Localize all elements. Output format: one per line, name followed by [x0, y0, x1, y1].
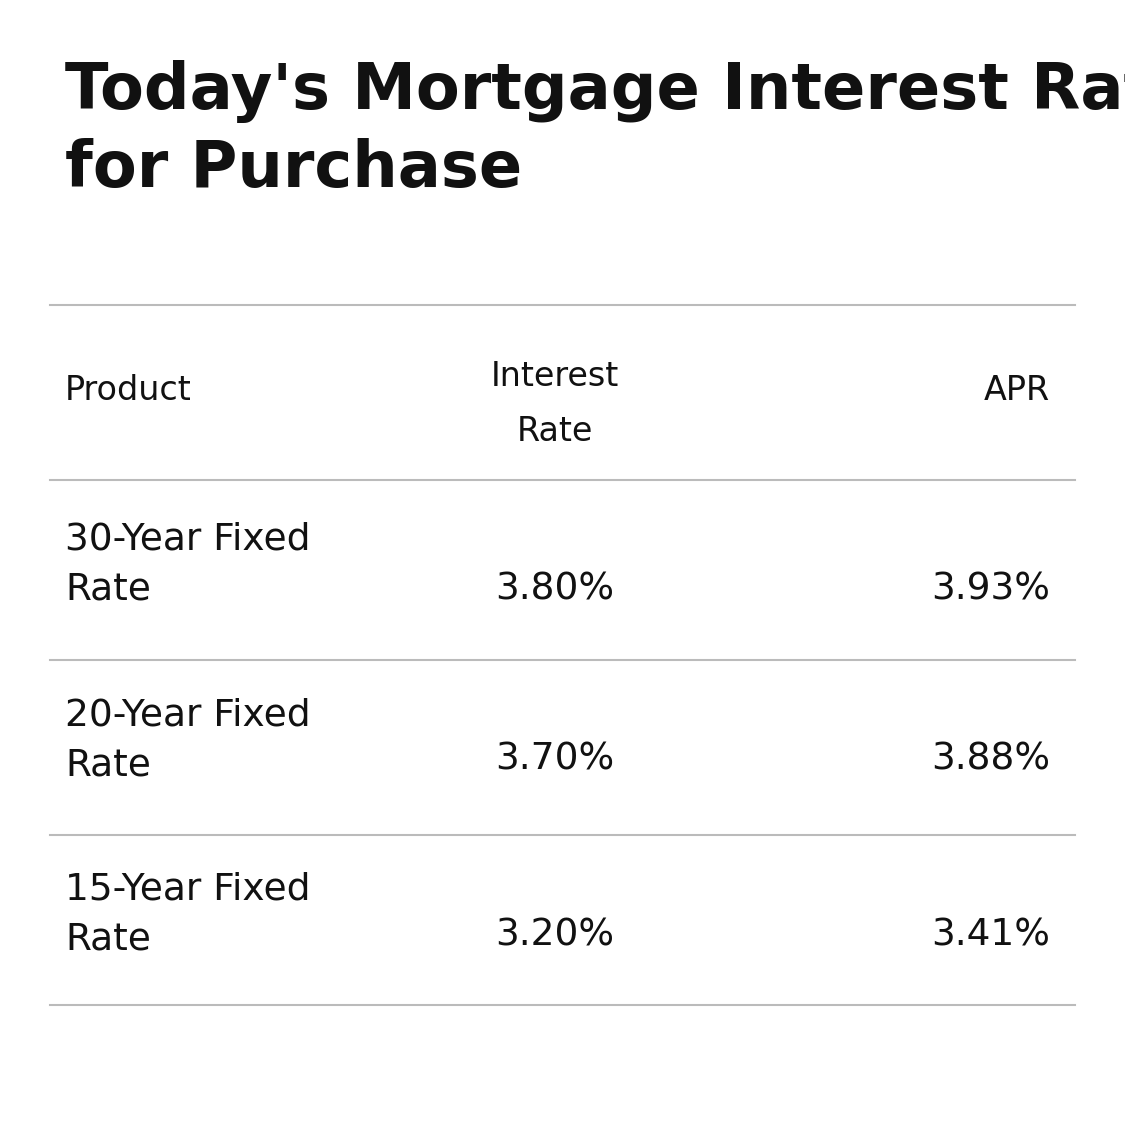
Text: 3.70%: 3.70% — [495, 742, 614, 778]
Text: 3.41%: 3.41% — [932, 917, 1050, 953]
Text: APR: APR — [983, 374, 1050, 406]
Text: for Purchase: for Purchase — [65, 138, 522, 200]
Text: 20-Year Fixed
Rate: 20-Year Fixed Rate — [65, 698, 310, 783]
Text: Interest: Interest — [490, 360, 619, 393]
Text: 3.93%: 3.93% — [932, 572, 1050, 608]
Text: 3.80%: 3.80% — [495, 572, 614, 608]
Text: 15-Year Fixed
Rate: 15-Year Fixed Rate — [65, 872, 310, 958]
Text: 3.88%: 3.88% — [930, 742, 1050, 778]
Text: Today's Mortgage Interest Rates: Today's Mortgage Interest Rates — [65, 60, 1125, 123]
Text: 30-Year Fixed
Rate: 30-Year Fixed Rate — [65, 522, 310, 608]
Text: Rate: Rate — [516, 415, 593, 448]
Text: Product: Product — [65, 374, 191, 406]
Text: 3.20%: 3.20% — [495, 917, 614, 953]
